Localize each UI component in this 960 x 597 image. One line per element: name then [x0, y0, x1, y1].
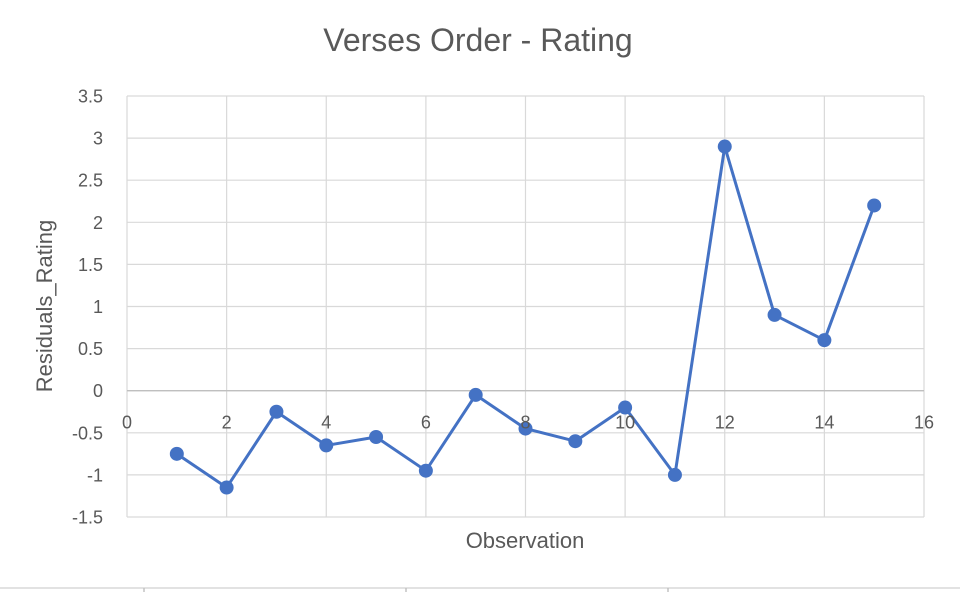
x-tick-label: 14 [814, 413, 834, 433]
frame-layer [0, 587, 960, 592]
data-point [219, 480, 234, 495]
y-axis-label: Residuals_Rating [32, 220, 57, 392]
x-tick-label: 12 [715, 413, 735, 433]
data-point [518, 421, 533, 436]
x-tick-label: 8 [520, 413, 530, 433]
data-point [817, 333, 832, 348]
data-point [767, 307, 782, 322]
data-point [169, 446, 184, 461]
y-tick-label: 3.5 [78, 87, 103, 107]
data-point [369, 430, 384, 445]
y-tick-label: 3 [93, 129, 103, 149]
data-point [717, 139, 732, 154]
y-tick-label: 2 [93, 213, 103, 233]
series-layer [169, 139, 882, 495]
y-tick-label: -0.5 [72, 423, 103, 443]
x-tick-label: 2 [222, 413, 232, 433]
y-tick-label: -1.5 [72, 508, 103, 528]
x-tick-label: 6 [421, 413, 431, 433]
x-tick-label: 4 [321, 413, 331, 433]
data-point [867, 198, 882, 213]
data-point [319, 438, 334, 453]
tick-layer: -1.5 -1 -0.5 0 0.5 1 1.5 2 2.5 3 3.5 0 2 4 6 8 10 12 14 16 [72, 87, 934, 528]
y-tick-label: 2.5 [78, 171, 103, 191]
x-tick-label: 10 [615, 413, 635, 433]
data-point [269, 404, 284, 419]
x-tick-label: 0 [122, 413, 132, 433]
y-tick-label: 1.5 [78, 255, 103, 275]
y-tick-label: 0 [93, 381, 103, 401]
x-axis-label: Observation [466, 528, 585, 553]
y-tick-label: 0.5 [78, 339, 103, 359]
data-point [468, 387, 483, 402]
data-point [667, 467, 682, 482]
data-point [568, 434, 583, 449]
grid-layer [126, 95, 925, 518]
y-tick-label: -1 [87, 465, 103, 485]
data-point [418, 463, 433, 478]
chart-title: Verses Order - Rating [323, 22, 632, 58]
y-tick-label: 1 [93, 297, 103, 317]
data-point [618, 400, 633, 415]
x-tick-label: 16 [914, 413, 934, 433]
